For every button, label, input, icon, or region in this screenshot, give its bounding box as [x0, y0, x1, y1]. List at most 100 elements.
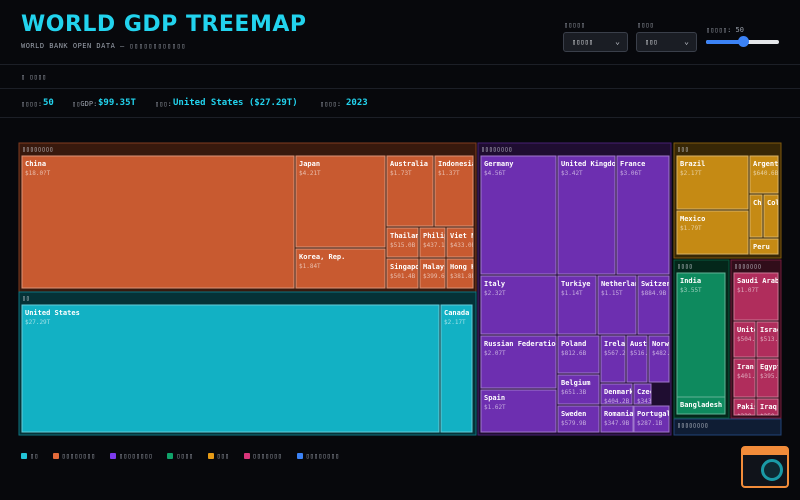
inspect-window-icon[interactable]: [741, 446, 789, 488]
cell-egypt[interactable]: [756, 358, 779, 398]
cell-label-romania: Romania: [604, 410, 634, 418]
cell-label-portugal: Portugal: [637, 410, 671, 418]
cell-netherlands[interactable]: [597, 275, 637, 335]
cell-sweden[interactable]: [557, 405, 600, 433]
cell-france[interactable]: [616, 155, 670, 275]
total-gdp-label: ▯▯GDP:: [72, 100, 98, 108]
top-country-label: ▯▯▯:: [155, 100, 172, 108]
cell-value-russian-federation: $2.07T: [484, 350, 506, 357]
cell-bangladesh[interactable]: [676, 396, 726, 415]
cell-value-mexico: $1.79T: [680, 225, 702, 232]
cell-russian-federation[interactable]: [480, 335, 557, 389]
cell-japan[interactable]: [295, 155, 386, 248]
cell-label-germany: Germany: [484, 160, 514, 168]
cell-label-iraq: Iraq: [760, 403, 777, 411]
cell-spain[interactable]: [480, 389, 557, 433]
group-0-label: ▯▯▯▯▯▯▯▯: [22, 145, 53, 153]
cell-philippines[interactable]: [419, 227, 446, 258]
cell-label-italy: Italy: [484, 280, 506, 288]
cell-label-thailand: Thailand: [390, 232, 424, 240]
cell-label-bangladesh: Bangladesh: [680, 401, 722, 409]
cell-value-viet-nam: $433.0B: [450, 242, 476, 249]
cell-thailand[interactable]: [386, 227, 419, 258]
region-filter-label: ▯▯▯▯▯: [564, 21, 586, 29]
cell-singapore[interactable]: [386, 258, 419, 289]
legend-label: ▯▯: [30, 452, 39, 460]
cell-austria[interactable]: [626, 335, 648, 383]
cell-portugal[interactable]: [633, 405, 670, 433]
cell-czechia[interactable]: [633, 383, 652, 405]
cell-canada[interactable]: [440, 304, 473, 433]
cell-value-turkiye: $1.14T: [561, 290, 583, 297]
legend-swatch: [110, 453, 116, 459]
group-6-label: ▯▯▯▯▯▯▯▯: [677, 421, 708, 429]
cell-ireland[interactable]: [600, 335, 626, 383]
cell-denmark[interactable]: [600, 383, 633, 405]
cell-australia[interactable]: [386, 155, 434, 227]
metric-select[interactable]: ▯▯▯ ⌄: [636, 32, 697, 52]
cell-saudi-arabia[interactable]: [733, 272, 779, 321]
group-2-label: ▯▯▯▯▯▯▯▯: [481, 145, 512, 153]
cell-pakistan[interactable]: [733, 398, 756, 416]
cell-value-denmark: $404.2B: [604, 398, 630, 405]
cell-germany[interactable]: [480, 155, 557, 275]
cell-label-poland: Poland: [561, 340, 586, 348]
cell-value-romania: $347.9B: [604, 420, 630, 427]
cell-indonesia[interactable]: [434, 155, 474, 227]
cell-hong-kong[interactable]: [446, 258, 474, 289]
cell-brazil[interactable]: [676, 155, 749, 210]
cell-label-india: India: [680, 277, 701, 285]
metric-filter-label: ▯▯▯▯: [637, 21, 654, 29]
stats-divider-top: [0, 88, 800, 89]
cell-turkiye[interactable]: [557, 275, 597, 335]
region-select[interactable]: ▯▯▯▯▯ ⌄: [563, 32, 628, 52]
cell-value-iraq: $250.8B: [760, 413, 786, 420]
cell-label-brazil: Brazil: [680, 160, 705, 168]
cell-switzerland[interactable]: [637, 275, 670, 335]
cell-iran[interactable]: [733, 358, 756, 398]
cell-value-canada: $2.17T: [444, 319, 466, 326]
cell-mexico[interactable]: [676, 210, 749, 255]
cell-value-united-states: $27.29T: [25, 319, 51, 326]
cell-value-malaysia: $399.6B: [423, 273, 449, 280]
cell-value-india: $3.55T: [680, 287, 702, 294]
cell-viet-nam[interactable]: [446, 227, 474, 258]
cell-label-egypt: Egypt: [760, 363, 781, 371]
cell-value-brazil: $2.17T: [680, 170, 702, 177]
cell-value-pakistan: $338.4B: [737, 413, 763, 420]
cell-label-japan: Japan: [299, 160, 320, 168]
cell-value-indonesia: $1.37T: [438, 170, 460, 177]
cell-value-norway: $482.9B: [652, 350, 678, 357]
cell-value-hong-kong: $381.8B: [450, 273, 476, 280]
cell-chile[interactable]: [749, 194, 763, 238]
cell-label-united-kingdom: United Kingdom: [561, 160, 620, 168]
cell-argentina[interactable]: [749, 155, 779, 194]
cell-value-austria: $516.0B: [630, 350, 656, 357]
cell-colombia[interactable]: [763, 194, 779, 238]
legend-swatch: [243, 453, 250, 459]
cell-israel[interactable]: [756, 321, 779, 358]
cell-belgium[interactable]: [557, 374, 600, 405]
cell-poland[interactable]: [557, 335, 600, 374]
topn-slider[interactable]: [706, 36, 779, 47]
cell-china[interactable]: [21, 155, 295, 289]
cell-italy[interactable]: [480, 275, 557, 335]
cell-united-states[interactable]: [21, 304, 440, 433]
legend-swatch: [52, 453, 59, 459]
cell-norway[interactable]: [648, 335, 670, 383]
cell-peru[interactable]: [749, 238, 779, 255]
cell-india[interactable]: [676, 272, 726, 415]
cell-romania[interactable]: [600, 405, 634, 433]
cell-label-russian-federation: Russian Federation: [484, 340, 560, 348]
legend-swatch: [296, 453, 303, 459]
topn-slider-thumb[interactable]: [737, 36, 749, 47]
cell-malaysia[interactable]: [419, 258, 446, 289]
cell-label-united-arab-emirates: United Arab Emirates: [737, 326, 800, 334]
cell-value-saudi-arabia: $1.07T: [737, 287, 759, 294]
cell-value-argentina: $640.6B: [753, 170, 779, 177]
cell-iraq[interactable]: [756, 398, 779, 416]
cell-united-kingdom[interactable]: [557, 155, 616, 275]
cell-label-belgium: Belgium: [561, 379, 591, 387]
cell-korea-rep[interactable]: [295, 248, 386, 289]
cell-united-arab-emirates[interactable]: [733, 321, 756, 358]
